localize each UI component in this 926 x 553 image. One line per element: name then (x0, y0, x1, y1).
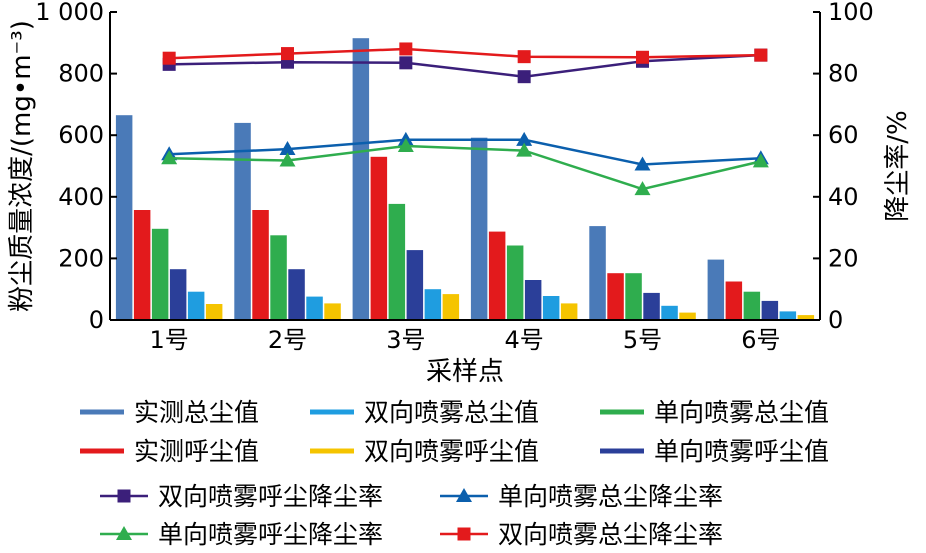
bar-实测呼尘值-2号 (252, 210, 269, 320)
y-axis-title-left: 粉尘质量浓度/(mg•m⁻³) (7, 20, 37, 312)
legend-label-双向喷雾呼尘降尘率: 双向喷雾呼尘降尘率 (158, 482, 383, 511)
lines-layer (161, 42, 769, 196)
x-axis-title: 采样点 (426, 357, 504, 387)
marker-双向喷雾总尘降尘率-5号 (636, 50, 649, 64)
legend-marker-双向喷雾总尘降尘率 (457, 527, 471, 541)
y-tick-label-left-400: 400 (58, 183, 104, 211)
bar-实测总尘值-6号 (707, 259, 725, 320)
bar-单向喷雾呼尘值-5号 (643, 292, 660, 320)
legend-marker-双向喷雾呼尘降尘率 (117, 489, 131, 503)
bar-双向喷雾呼尘值-6号 (797, 315, 815, 320)
marker-双向喷雾呼尘降尘率-4号 (517, 70, 531, 84)
y-axis-title-right: 降尘率/% (883, 110, 913, 221)
y-tick-label-right-40: 40 (828, 183, 859, 211)
bar-双向喷雾呼尘值-4号 (560, 303, 578, 320)
legend-label-单向喷雾总尘降尘率: 单向喷雾总尘降尘率 (498, 482, 723, 511)
bar-双向喷雾呼尘值-1号 (205, 304, 223, 320)
legend-label-双向喷雾总尘值: 双向喷雾总尘值 (364, 398, 539, 427)
x-tick-label-5号: 5号 (623, 326, 662, 354)
bar-双向喷雾总尘值-4号 (542, 296, 560, 320)
marker-单向喷雾呼尘降尘率-4号 (516, 142, 533, 157)
bar-实测总尘值-1号 (115, 115, 133, 320)
marker-单向喷雾总尘降尘率-2号 (279, 141, 296, 156)
bar-双向喷雾总尘值-2号 (306, 296, 323, 320)
marker-单向喷雾呼尘降尘率-6号 (752, 153, 769, 168)
bar-单向喷雾总尘值-1号 (151, 228, 169, 320)
bar-实测呼尘值-4号 (488, 231, 506, 320)
legend-label-双向喷雾总尘降尘率: 双向喷雾总尘降尘率 (498, 520, 723, 549)
bar-双向喷雾呼尘值-3号 (442, 294, 460, 320)
y-tick-label-left-200: 200 (58, 244, 104, 272)
y-tick-label-left-800: 800 (58, 60, 104, 88)
bar-实测总尘值-4号 (470, 137, 488, 320)
legend-label-单向喷雾总尘值: 单向喷雾总尘值 (654, 398, 829, 427)
bar-实测总尘值-2号 (234, 122, 251, 321)
bar-双向喷雾呼尘值-5号 (679, 312, 696, 320)
y-tick-label-right-0: 0 (828, 306, 843, 334)
bar-单向喷雾总尘值-5号 (625, 273, 642, 320)
axes-layer: 0 200 400 600 800 1 000 0 20 40 60 80 100 1号 2号 3号 4号 5号… (7, 0, 913, 387)
bar-双向喷雾总尘值-1号 (187, 291, 205, 320)
line-单向喷雾总尘降尘率 (169, 138, 761, 166)
marker-单向喷雾总尘降尘率-4号 (516, 131, 533, 146)
bar-单向喷雾呼尘值-3号 (406, 250, 424, 320)
marker-双向喷雾总尘降尘率-4号 (517, 50, 531, 64)
bar-实测呼尘值-3号 (370, 156, 388, 320)
marker-双向喷雾总尘降尘率-1号 (162, 51, 176, 65)
y-tick-label-right-80: 80 (828, 60, 859, 88)
marker-双向喷雾总尘降尘率-3号 (399, 42, 413, 56)
legend-label-双向喷雾呼尘值: 双向喷雾呼尘值 (364, 437, 539, 466)
y-tick-label-left-600: 600 (58, 121, 104, 149)
y-tick-label-right-60: 60 (828, 121, 859, 149)
legend-marker-单向喷雾总尘降尘率 (456, 488, 472, 502)
bar-实测总尘值-5号 (589, 226, 606, 320)
legend-label-单向喷雾呼尘降尘率: 单向喷雾呼尘降尘率 (158, 520, 383, 549)
bar-单向喷雾总尘值-4号 (506, 245, 524, 320)
legend-marker-单向喷雾呼尘降尘率 (116, 526, 132, 540)
bar-实测总尘值-3号 (352, 38, 370, 320)
bar-实测呼尘值-1号 (133, 210, 151, 320)
bar-单向喷雾呼尘值-2号 (288, 269, 305, 320)
y-tick-label-left-0: 0 (89, 306, 104, 334)
marker-单向喷雾呼尘降尘率-2号 (279, 152, 296, 167)
y-tick-label-right-20: 20 (828, 244, 859, 272)
legend-label-实测呼尘值: 实测呼尘值 (134, 437, 259, 466)
line-双向喷雾总尘降尘率 (169, 47, 761, 60)
marker-双向喷雾总尘降尘率-2号 (281, 47, 294, 61)
line-单向喷雾呼尘降尘率 (169, 144, 762, 191)
bar-单向喷雾呼尘值-6号 (761, 300, 779, 320)
y-tick-label-left-1 000: 1 000 (35, 0, 104, 26)
bar-双向喷雾总尘值-5号 (661, 305, 678, 320)
bars-layer (115, 38, 815, 321)
bar-单向喷雾总尘值-3号 (388, 203, 406, 320)
marker-单向喷雾呼尘降尘率-1号 (161, 150, 178, 165)
legend-label-单向喷雾呼尘值: 单向喷雾呼尘值 (654, 437, 829, 466)
bar-双向喷雾总尘值-6号 (779, 311, 797, 320)
legend-label-实测总尘值: 实测总尘值 (134, 398, 259, 427)
x-tick-label-4号: 4号 (505, 326, 544, 354)
marker-单向喷雾呼尘降尘率-3号 (397, 137, 414, 152)
bar-实测呼尘值-5号 (607, 273, 624, 320)
x-tick-label-3号: 3号 (386, 326, 425, 354)
y-tick-label-right-100: 100 (828, 0, 874, 26)
x-tick-label-2号: 2号 (268, 326, 307, 354)
bar-单向喷雾呼尘值-1号 (169, 269, 187, 320)
bar-双向喷雾总尘值-3号 (424, 289, 442, 320)
x-tick-label-1号: 1号 (150, 326, 189, 354)
bar-单向喷雾总尘值-2号 (270, 235, 287, 320)
marker-双向喷雾呼尘降尘率-3号 (399, 56, 413, 70)
bar-实测呼尘值-6号 (725, 281, 743, 320)
marker-双向喷雾总尘降尘率-6号 (754, 48, 768, 62)
bar-单向喷雾呼尘值-4号 (524, 280, 542, 320)
x-tick-label-6号: 6号 (741, 326, 780, 354)
line-双向喷雾呼尘降尘率 (169, 53, 761, 78)
marker-单向喷雾呼尘降尘率-5号 (634, 181, 651, 196)
marker-单向喷雾总尘降尘率-5号 (634, 156, 651, 171)
bar-单向喷雾总尘值-6号 (743, 291, 761, 320)
bar-双向喷雾呼尘值-2号 (324, 303, 341, 320)
